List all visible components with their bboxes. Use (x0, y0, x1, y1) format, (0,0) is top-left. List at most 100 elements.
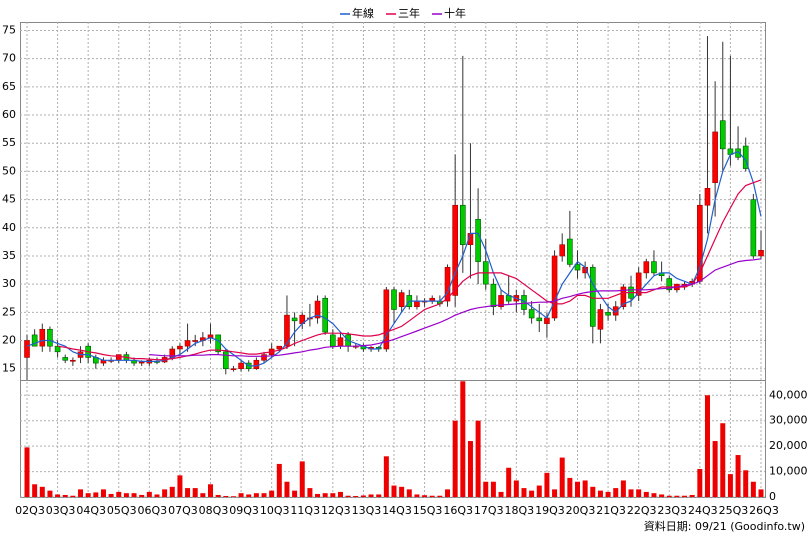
candle-body (597, 309, 604, 330)
volume-bar (513, 480, 519, 497)
volume-bar (154, 494, 160, 497)
volume-bar (299, 461, 305, 497)
candle-body (559, 244, 566, 257)
x-tick-label: 15Q3 (413, 504, 443, 517)
volume-bar (177, 475, 183, 497)
candle-body (536, 317, 543, 322)
x-tick-label: 20Q3 (566, 504, 596, 517)
x-tick-label: 26Q3 (749, 504, 779, 517)
volume-bar (307, 488, 313, 497)
volume-bar (483, 481, 489, 497)
candle-body (605, 312, 611, 316)
y-tick-label: 45 (2, 193, 16, 206)
legend-label: 三年 (398, 6, 420, 20)
volume-bar (689, 494, 695, 497)
volume-bar (116, 491, 122, 497)
x-tick-label: 19Q3 (535, 504, 565, 517)
volume-bar (85, 493, 91, 497)
volume-bar (429, 495, 435, 497)
volume-bar (414, 494, 420, 497)
volume-bar (292, 490, 298, 497)
candle-body (238, 362, 244, 370)
ma-line (149, 258, 762, 357)
candle-body (62, 357, 69, 361)
candle-body (475, 219, 481, 262)
volume-bar (613, 488, 619, 497)
y-tick-label: 25 (2, 305, 16, 318)
volume-bar (131, 493, 137, 497)
legend-label: 年線 (352, 6, 374, 20)
volume-bar (399, 486, 405, 497)
candle-body (620, 286, 627, 308)
x-tick-label: 16Q3 (443, 504, 473, 517)
volume-bar (162, 489, 168, 497)
volume-bar (315, 493, 321, 497)
y-tick-label: 50 (2, 164, 16, 177)
volume-bar (682, 495, 688, 497)
candle-body (635, 272, 642, 296)
volume-bar (70, 495, 76, 497)
volume-bar (666, 495, 672, 497)
x-tick-label: 06Q3 (138, 504, 168, 517)
volume-bar (55, 494, 61, 497)
volume-bar (536, 485, 542, 497)
volume-bar (223, 495, 229, 497)
candle-body (284, 314, 290, 347)
x-tick-label: 08Q3 (199, 504, 229, 517)
volume-bar (200, 493, 206, 497)
candle-body (253, 359, 260, 370)
volume-bar (253, 493, 259, 497)
candle-body (719, 120, 726, 150)
y-tick-label: 35 (2, 249, 16, 262)
volume-bar (467, 441, 473, 497)
volume-bar (47, 490, 53, 497)
volume-bar (475, 420, 481, 497)
volume-bar (406, 489, 412, 497)
volume-bar (529, 490, 535, 497)
volume-bar (597, 490, 603, 497)
y2-tick-label: 20,000 (769, 439, 808, 452)
x-tick-label: 03Q3 (46, 504, 76, 517)
volume-bar (735, 455, 741, 497)
volume-bar (284, 481, 290, 497)
volume-bar (383, 456, 389, 497)
candle-body (460, 204, 466, 245)
volume-bar (78, 489, 84, 497)
x-tick-label: 25Q3 (719, 504, 749, 517)
y-tick-label: 75 (2, 23, 16, 36)
x-tick-label: 22Q3 (627, 504, 657, 517)
volume-bar (208, 484, 213, 497)
volume-bar (32, 484, 38, 497)
y2-tick-label: 0 (769, 490, 776, 503)
x-tick-label: 23Q3 (657, 504, 687, 517)
footer: 資料日期: 09/21 (Goodinfo.tw) (644, 519, 805, 533)
candle-body (39, 328, 46, 347)
candle-body (24, 340, 30, 358)
x-tick-label: 18Q3 (505, 504, 535, 517)
candle-body (115, 354, 122, 361)
x-tick-label: 10Q3 (260, 504, 290, 517)
x-tick-label: 09Q3 (229, 504, 259, 517)
y-tick-label: 65 (2, 80, 16, 93)
volume-bar (376, 494, 382, 497)
volume-bar (24, 447, 30, 497)
volume-bar (643, 491, 649, 497)
x-tick-label: 17Q3 (474, 504, 504, 517)
candle-body (337, 337, 344, 347)
volume-bar (238, 493, 244, 497)
volume-bar (452, 420, 458, 497)
volume-bar (559, 457, 565, 497)
volume-bar (123, 493, 129, 497)
y2-tick-label: 10,000 (769, 465, 808, 478)
volume-bar (460, 381, 466, 497)
candle-body (330, 334, 336, 347)
y-tick-label: 40 (2, 221, 16, 234)
x-tick-label: 21Q3 (596, 504, 626, 517)
volume-bar (567, 477, 573, 497)
candle-body (276, 345, 283, 350)
candle-body (192, 340, 199, 342)
volume-bar (490, 481, 496, 497)
y2-tick-label: 40,000 (769, 388, 808, 401)
volume-bar (620, 480, 626, 497)
candle-body (47, 328, 53, 347)
